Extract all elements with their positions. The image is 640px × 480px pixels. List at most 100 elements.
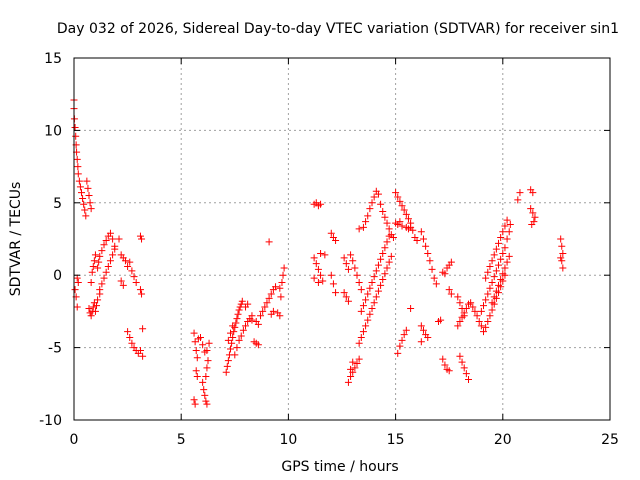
data-point — [237, 332, 245, 340]
y-tick-labels: -10 -5 0 5 10 15 — [39, 51, 62, 429]
data-point — [111, 245, 119, 253]
data-point — [277, 293, 285, 301]
data-point — [227, 329, 235, 337]
data-point — [237, 300, 245, 308]
data-point — [261, 303, 269, 311]
data-point — [95, 258, 103, 266]
data-point — [102, 268, 110, 276]
data-point — [74, 170, 82, 178]
data-point — [190, 396, 198, 404]
data-point — [224, 336, 232, 344]
x-tick-label: 10 — [279, 432, 297, 448]
data-point — [239, 326, 247, 334]
data-point — [222, 368, 230, 376]
data-point — [119, 281, 127, 289]
data-point — [400, 206, 408, 214]
data-point — [314, 278, 322, 286]
data-point — [389, 234, 397, 242]
data-point — [437, 316, 445, 324]
data-point — [417, 338, 425, 346]
data-point — [460, 312, 468, 320]
data-point — [203, 364, 211, 372]
data-point — [139, 325, 147, 333]
y-tick-label: -10 — [39, 413, 62, 429]
data-point — [514, 196, 522, 204]
data-point — [89, 263, 97, 271]
data-point — [379, 276, 387, 284]
data-point — [456, 352, 464, 360]
data-point — [404, 215, 412, 223]
data-point — [276, 312, 284, 320]
data-point — [495, 239, 503, 247]
data-point — [359, 302, 367, 310]
data-point — [344, 297, 352, 305]
data-point — [106, 257, 114, 265]
data-point — [492, 287, 500, 295]
data-point — [364, 212, 372, 220]
data-point — [482, 323, 490, 331]
data-point — [383, 219, 391, 227]
data-point — [422, 242, 430, 250]
data-point — [379, 249, 387, 257]
data-point — [109, 251, 117, 259]
data-point — [492, 267, 500, 275]
data-point — [321, 251, 329, 259]
x-tick-label: 25 — [601, 432, 619, 448]
data-point — [94, 296, 102, 304]
data-point — [235, 336, 243, 344]
data-point — [529, 189, 537, 197]
data-point — [394, 349, 402, 357]
data-point — [81, 206, 89, 214]
data-point — [495, 281, 503, 289]
data-point — [458, 358, 466, 366]
data-point — [83, 177, 91, 185]
data-point — [480, 328, 488, 336]
data-point — [269, 307, 277, 315]
data-point — [495, 261, 503, 269]
data-point — [234, 310, 242, 318]
data-point — [558, 257, 566, 265]
data-point — [136, 286, 144, 294]
data-point — [480, 302, 488, 310]
data-point — [136, 346, 144, 354]
data-point — [202, 397, 210, 405]
data-point — [353, 360, 361, 368]
data-point — [88, 268, 96, 276]
data-point — [132, 278, 140, 286]
y-tick-label: 0 — [53, 268, 62, 284]
data-point — [409, 226, 417, 234]
data-point — [372, 267, 380, 275]
data-point — [347, 365, 355, 373]
data-point — [128, 267, 136, 275]
data-point — [85, 192, 93, 200]
data-point — [278, 278, 286, 286]
data-point — [432, 280, 440, 288]
data-point — [370, 299, 378, 307]
data-point — [357, 333, 365, 341]
data-point — [205, 339, 213, 347]
data-point — [340, 289, 348, 297]
data-point — [265, 238, 273, 246]
data-point — [340, 254, 348, 262]
data-point — [87, 278, 95, 286]
data-point — [231, 351, 239, 359]
data-point — [424, 249, 432, 257]
data-point — [385, 258, 393, 266]
data-point — [445, 286, 453, 294]
data-point — [488, 306, 496, 314]
data-point — [117, 277, 125, 285]
data-point — [471, 307, 479, 315]
data-point — [379, 207, 387, 215]
data-point — [230, 328, 238, 336]
data-point — [138, 290, 146, 298]
data-point — [428, 265, 436, 273]
data-point — [381, 270, 389, 278]
data-point — [319, 277, 327, 285]
data-point — [439, 355, 447, 363]
data-point — [462, 370, 470, 378]
data-point — [79, 194, 87, 202]
data-point — [85, 305, 93, 313]
data-point — [314, 265, 322, 273]
data-point — [527, 205, 535, 213]
data-point — [383, 264, 391, 272]
